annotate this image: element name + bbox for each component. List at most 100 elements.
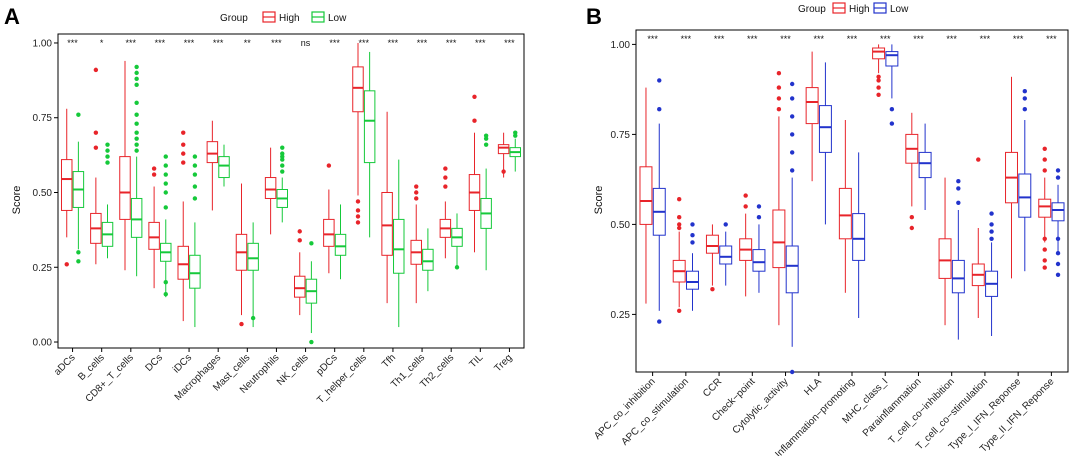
panel-b-low-apc-co-stimulation-box: [686, 270, 699, 290]
panel-a-y-tick-label: 0.00: [33, 338, 53, 349]
panel-b-significance-type-i-ifn-reponse: ***: [1013, 34, 1024, 44]
panel-a-high-adcs-box: [60, 159, 73, 211]
panel-a-significance-b-cells: *: [100, 38, 104, 48]
panel-a-high-dcs-outlier: [151, 166, 157, 171]
panel-b-high-inflammation-promoting-box: [838, 187, 852, 240]
panel-a-high-macrophages-box: [206, 141, 219, 164]
panel-a-high-pdcs-box: [323, 218, 335, 247]
panel-a-significance-idcs: ***: [184, 38, 195, 48]
panel-a-low-cd8-t-cells-outlier: [134, 76, 139, 82]
panel-a-x-tick-label-pdcs: pDCs: [314, 352, 339, 377]
panel-a-low-t-helper-cells-box: [363, 90, 376, 164]
panel-a-high-idcs-box: [177, 245, 189, 280]
panel-a-low-tfh-box: [393, 218, 405, 274]
panel-b-high-type-ii-ifn-reponse-outlier: [1042, 247, 1047, 252]
panel-a-low-cd8-t-cells-box: [130, 197, 143, 238]
panel-a-legend-title: Group: [220, 13, 248, 24]
panel-b-low-cytolytic-activity-outlier: [789, 168, 795, 173]
panel-b-y-tick-label: 0.50: [611, 220, 631, 231]
panel-b-low-check-point-outlier: [756, 204, 762, 209]
panel-b-low-check-point-box: [752, 249, 766, 272]
panel-b-high-apc-co-stimulation-outlier: [677, 308, 682, 313]
panel-a-low-adcs-outlier: [76, 259, 81, 264]
panel-b-low-t-cell-co-stimulation-outlier: [989, 236, 994, 241]
panel-a-significance-cd8-t-cells: ***: [126, 38, 137, 48]
panel-a-low-til-outlier: [483, 133, 489, 138]
panel-a-high-th1-cells-outlier: [414, 196, 419, 201]
panel-a-x-tick-label-adcs: aDCs: [52, 352, 77, 377]
panel-a-high-t-helper-cells-outlier: [355, 220, 361, 225]
panel-b-low-t-cell-co-inhibition-outlier: [956, 200, 961, 205]
panel-a-significance-pdcs: ***: [329, 38, 340, 48]
panel-b-legend-low-label: Low: [890, 4, 909, 15]
panel-a-low-cd8-t-cells-outlier: [134, 82, 139, 88]
panel-b-y-tick-label: 0.25: [611, 310, 631, 321]
panel-b-low-type-ii-ifn-reponse-outlier: [1055, 168, 1061, 173]
panel-a-low-idcs-outlier: [192, 196, 198, 201]
panel-b-high-mhc-class-i-outlier: [876, 92, 881, 98]
panel-a-legend: Group High Low: [220, 11, 347, 24]
panel-a-low-th1-cells-box: [422, 248, 434, 271]
panel-b-low-inflammation-promoting-box: [852, 213, 866, 261]
panel-a-significance-til: ***: [475, 38, 486, 48]
panel-a-significance-th2-cells: ***: [446, 38, 457, 48]
panel-b-high-cytolytic-activity-outlier: [776, 96, 782, 101]
panel-a-low-th2-cells-outlier: [454, 265, 460, 270]
panel-a-low-idcs-outlier: [192, 154, 198, 159]
panel-a-high-idcs-outlier: [181, 142, 186, 147]
panel-b-low-cytolytic-activity-outlier: [789, 369, 795, 375]
panel-b-significance-t-cell-co-stimulation: ***: [980, 34, 991, 44]
panel-a-high-cd8-t-cells-box: [119, 156, 131, 220]
panel-b-high-mhc-class-i-outlier: [876, 74, 881, 80]
panel-a-high-nk-cells-outlier: [297, 229, 302, 234]
panel-b-x-tick-label-apc-co-inhibition: APC_co_inhibition: [592, 376, 658, 442]
panel-b-high-mhc-class-i-outlier: [876, 78, 881, 83]
panel-b-low-cytolytic-activity-outlier: [789, 150, 795, 155]
panel-a-high-th2-cells-outlier: [443, 184, 448, 189]
panel-b-low-mhc-class-i-outlier: [889, 121, 895, 126]
panel-b-low-type-ii-ifn-reponse-outlier: [1055, 175, 1061, 180]
panel-a-x-tick-label-til: TIL: [467, 352, 485, 370]
panel-b-low-type-ii-ifn-reponse-outlier: [1055, 272, 1061, 277]
panel-a-significance-t-helper-cells: ***: [359, 38, 370, 48]
panel-a-significance-adcs: ***: [67, 38, 78, 48]
panel-b-significance-check-point: ***: [747, 34, 758, 44]
panel-a-high-t-helper-cells-box: [352, 66, 364, 113]
panel-b-high-parainflammation-outlier: [909, 225, 915, 231]
panel-a-high-nk-cells-box: [293, 275, 306, 298]
panel-b-significance-type-ii-ifn-reponse: ***: [1046, 34, 1057, 44]
panel-b-high-apc-co-stimulation-outlier: [677, 222, 682, 227]
panel-b-high-cytolytic-activity-outlier: [776, 107, 782, 112]
panel-b-significance-cytolytic-activity: ***: [780, 34, 791, 44]
panel-b-low-cytolytic-activity-outlier: [789, 81, 795, 87]
panel-a-high-b-cells-outlier: [93, 130, 99, 135]
panel-a-high-adcs-outlier: [64, 262, 69, 267]
panel-a-high-t-helper-cells-outlier: [355, 199, 361, 204]
panel-b-high-type-ii-ifn-reponse-outlier: [1042, 146, 1047, 151]
panel-a-high-b-cells-outlier: [93, 67, 99, 73]
panel-a-low-mast-cells-box: [247, 242, 259, 271]
panel-b-high-type-ii-ifn-reponse-outlier: [1042, 258, 1047, 263]
panel-b-low-t-cell-co-inhibition-box: [951, 259, 965, 294]
panel-a-high-th1-cells-outlier: [414, 190, 419, 195]
panel-b-significance-mhc-class-i: ***: [880, 34, 891, 44]
panel-a-high-pdcs-outlier: [326, 163, 332, 168]
panel-b-legend-title: Group: [798, 4, 826, 15]
panel-b-y-axis-title: Score: [593, 186, 605, 215]
panel-a-high-th2-cells-outlier: [443, 166, 448, 171]
panel-a-low-cd8-t-cells-outlier: [134, 148, 139, 153]
panel-a-low-neutrophils-outlier: [280, 154, 285, 159]
panel-b-high-apc-co-stimulation-outlier: [677, 215, 682, 220]
panel-a-low-neutrophils-outlier: [280, 145, 285, 150]
panel-a-low-adcs-outlier: [76, 112, 81, 117]
panel-a-low-idcs-outlier: [192, 172, 198, 177]
panel-a-legend-low-label: Low: [328, 13, 347, 24]
panel-a-low-adcs-outlier: [76, 250, 81, 255]
panel-a-significance-macrophages: ***: [213, 38, 224, 48]
panel-b-low-hla-box: [818, 105, 832, 153]
panel-a-high-t-helper-cells-outlier: [355, 214, 361, 219]
panel-a-low-cd8-t-cells-outlier: [134, 121, 139, 126]
panel-a-plot-area: 0.000.250.500.751.00aDCs***B_cells*CD8+_…: [33, 33, 525, 406]
panel-b-high-apc-co-inhibition-box: [639, 166, 653, 225]
panel-a-legend-high-label: High: [279, 13, 300, 24]
